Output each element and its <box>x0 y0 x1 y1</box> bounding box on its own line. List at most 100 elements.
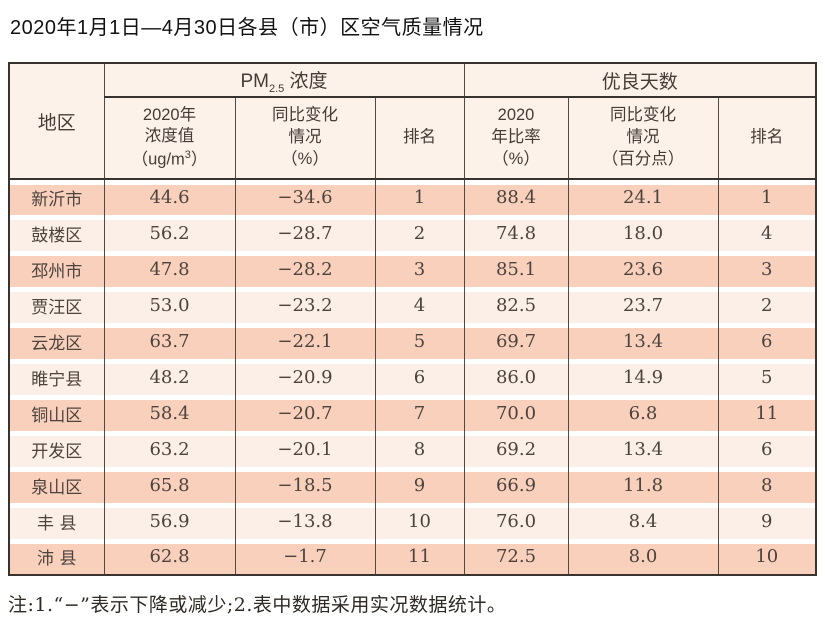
pm-change-cell: −13.8 <box>234 503 376 539</box>
pm-value-cell: 48.2 <box>103 359 236 395</box>
good-rate-cell: 69.7 <box>463 323 569 359</box>
pm-value-cell: 63.2 <box>103 431 236 467</box>
pm-rank-cell: 7 <box>374 395 465 431</box>
good-rate-cell: 86.0 <box>463 359 569 395</box>
pm-value-cell: 63.7 <box>103 323 236 359</box>
pm-value-cell: 62.8 <box>103 539 236 575</box>
pm-rank-cell: 5 <box>374 323 465 359</box>
air-quality-table: 地区 PM2.5 浓度 优良天数 2020年 浓度值 （ug/m3） 同比变化 … <box>8 62 818 576</box>
good-rank-cell: 11 <box>717 395 817 431</box>
good-change-cell: 11.8 <box>567 467 719 503</box>
good-rate-cell: 88.4 <box>463 179 569 215</box>
region-cell: 开发区 <box>8 431 105 467</box>
good-rank-cell: 4 <box>717 215 817 251</box>
pm-rank-cell: 2 <box>374 215 465 251</box>
pm-rank-cell: 4 <box>374 287 465 323</box>
table-row: 沛 县 62.8 −1.7 11 72.5 8.0 10 <box>8 539 817 575</box>
good-change-cell: 23.7 <box>567 287 719 323</box>
table-row: 丰 县 56.9 −13.8 10 76.0 8.4 9 <box>8 503 817 539</box>
pm-change-cell: −20.9 <box>234 359 376 395</box>
pm-change-cell: −28.2 <box>234 251 376 287</box>
group-header-good-days: 优良天数 <box>463 63 817 98</box>
good-rank-cell: 10 <box>717 539 817 575</box>
pm25-subscript: 2.5 <box>268 82 285 95</box>
page-title: 2020年1月1日—4月30日各县（市）区空气质量情况 <box>10 17 484 39</box>
good-rate-cell: 70.0 <box>463 395 569 431</box>
table-row: 邳州市 47.8 −28.2 3 85.1 23.6 3 <box>8 251 817 287</box>
good-change-cell: 24.1 <box>567 179 719 215</box>
pm-value-cell: 53.0 <box>103 287 236 323</box>
table-row: 新沂市 44.6 −34.6 1 88.4 24.1 1 <box>8 179 817 215</box>
table-body: 新沂市 44.6 −34.6 1 88.4 24.1 1 鼓楼区 56.2 −2… <box>8 179 817 575</box>
column-header-region: 地区 <box>8 63 105 180</box>
good-rate-cell: 82.5 <box>463 287 569 323</box>
good-rank-cell: 1 <box>717 179 817 215</box>
pm-value-cell: 58.4 <box>103 395 236 431</box>
footnote: 注:1.“−”表示下降或减少;2.表中数据采用实况数据统计。 <box>8 594 507 616</box>
good-change-cell: 8.0 <box>567 539 719 575</box>
pm-change-cell: −18.5 <box>234 467 376 503</box>
good-rank-cell: 6 <box>717 431 817 467</box>
region-cell: 睢宁县 <box>8 359 105 395</box>
good-change-cell: 8.4 <box>567 503 719 539</box>
good-rank-cell: 3 <box>717 251 817 287</box>
good-change-cell: 6.8 <box>567 395 719 431</box>
region-cell: 泉山区 <box>8 467 105 503</box>
pm-value-cell: 65.8 <box>103 467 236 503</box>
column-header-pm-change: 同比变化 情况 （%） <box>234 97 376 180</box>
good-rank-cell: 5 <box>717 359 817 395</box>
pm-rank-cell: 10 <box>374 503 465 539</box>
pm-change-cell: −22.1 <box>234 323 376 359</box>
good-rate-cell: 85.1 <box>463 251 569 287</box>
region-cell: 新沂市 <box>8 179 105 215</box>
pm-change-cell: −20.7 <box>234 395 376 431</box>
table-row: 鼓楼区 56.2 −28.7 2 74.8 18.0 4 <box>8 215 817 251</box>
region-cell: 邳州市 <box>8 251 105 287</box>
table-row: 贾汪区 53.0 −23.2 4 82.5 23.7 2 <box>8 287 817 323</box>
column-header-good-rate: 2020 年比率 （%） <box>463 97 569 180</box>
pm-rank-cell: 8 <box>374 431 465 467</box>
pm-rank-cell: 11 <box>374 539 465 575</box>
good-rank-cell: 9 <box>717 503 817 539</box>
region-cell: 鼓楼区 <box>8 215 105 251</box>
column-header-good-change: 同比变化 情况 （百分点） <box>567 97 719 180</box>
pm25-label: PM2.5 浓度 <box>240 70 328 95</box>
good-change-cell: 14.9 <box>567 359 719 395</box>
good-rank-cell: 8 <box>717 467 817 503</box>
table-row: 铜山区 58.4 −20.7 7 70.0 6.8 11 <box>8 395 817 431</box>
good-change-cell: 23.6 <box>567 251 719 287</box>
good-change-cell: 18.0 <box>567 215 719 251</box>
good-rank-cell: 6 <box>717 323 817 359</box>
pm-value-cell: 56.2 <box>103 215 236 251</box>
good-rate-cell: 72.5 <box>463 539 569 575</box>
good-rank-cell: 2 <box>717 287 817 323</box>
ugm3-superscript: 3 <box>184 149 191 162</box>
pm-change-cell: −20.1 <box>234 431 376 467</box>
group-header-pm25: PM2.5 浓度 <box>103 63 465 98</box>
good-rate-cell: 69.2 <box>463 431 569 467</box>
column-header-pm-rank: 排名 <box>374 97 465 180</box>
good-rate-cell: 74.8 <box>463 215 569 251</box>
pm-rank-cell: 6 <box>374 359 465 395</box>
table-row: 睢宁县 48.2 −20.9 6 86.0 14.9 5 <box>8 359 817 395</box>
pm-rank-cell: 1 <box>374 179 465 215</box>
pm-change-cell: −1.7 <box>234 539 376 575</box>
region-cell: 云龙区 <box>8 323 105 359</box>
good-rate-cell: 76.0 <box>463 503 569 539</box>
table-row: 云龙区 63.7 −22.1 5 69.7 13.4 6 <box>8 323 817 359</box>
table-header: 地区 PM2.5 浓度 优良天数 2020年 浓度值 （ug/m3） 同比变化 … <box>8 63 817 180</box>
pm-change-cell: −28.7 <box>234 215 376 251</box>
pm-rank-cell: 9 <box>374 467 465 503</box>
column-header-pm-value: 2020年 浓度值 （ug/m3） <box>103 97 236 180</box>
column-header-good-rank: 排名 <box>717 97 817 180</box>
pm-change-cell: −23.2 <box>234 287 376 323</box>
good-change-cell: 13.4 <box>567 323 719 359</box>
pm-value-cell: 44.6 <box>103 179 236 215</box>
good-rate-cell: 66.9 <box>463 467 569 503</box>
region-cell: 铜山区 <box>8 395 105 431</box>
pm-change-cell: −34.6 <box>234 179 376 215</box>
pm-rank-cell: 3 <box>374 251 465 287</box>
pm-value-cell: 47.8 <box>103 251 236 287</box>
good-change-cell: 13.4 <box>567 431 719 467</box>
region-cell: 丰 县 <box>8 503 105 539</box>
